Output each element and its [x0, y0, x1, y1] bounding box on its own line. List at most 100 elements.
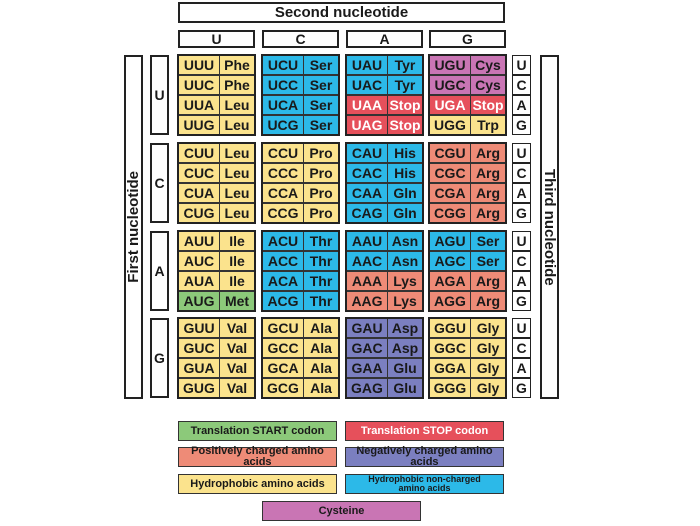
second-nucleotide-header: Second nucleotide [178, 2, 505, 23]
amino-acid: Thr [309, 253, 333, 269]
codon-cell-UCA: UCA Ser [262, 95, 339, 115]
codon-cell-AAG: AAG Lys [346, 291, 423, 311]
first-nucleotide-label: First nucleotide [125, 171, 142, 283]
third-nucleotide-U: U [512, 318, 531, 338]
amino-acid: Stop [472, 97, 504, 113]
codon: CUG [179, 204, 220, 222]
amino-acid: Gly [476, 360, 500, 376]
codon: CAU [347, 144, 388, 162]
third-nucleotide-A: A [512, 183, 531, 203]
amino-acid: Pro [309, 165, 333, 181]
third-nucleotide-G: G [512, 203, 531, 223]
codon-cell-UCG: UCG Ser [262, 115, 339, 135]
second-nucleotide-G: G [429, 30, 506, 48]
codon: UAU [347, 56, 388, 74]
codon-cell-CGA: CGA Arg [429, 183, 506, 203]
codon: ACA [263, 272, 304, 290]
amino-acid: Ser [476, 253, 500, 269]
codon: GAU [347, 319, 388, 337]
codon: AGG [430, 292, 471, 310]
legend-item-negative: Negatively charged amino acids [345, 446, 504, 468]
legend-item-hydrophobic: Hydrophobic amino acids [178, 474, 337, 494]
codon-cell-CAC: CAC His [346, 163, 423, 183]
codon: AGC [430, 252, 471, 270]
amino-acid: Ser [309, 117, 333, 133]
codon: GUC [179, 339, 220, 357]
codon: UAC [347, 76, 388, 94]
third-nucleotide-U: U [512, 55, 531, 75]
codon: GGU [430, 319, 471, 337]
codon: AGA [430, 272, 471, 290]
amino-acid: Ser [476, 233, 500, 249]
amino-acid: Leu [224, 145, 250, 161]
codon: UAA [347, 96, 388, 114]
codon: CUC [179, 164, 220, 182]
amino-acid: Lys [393, 293, 417, 309]
codon-cell-AUC: AUC Ile [178, 251, 255, 271]
codon-cell-AGU: AGU Ser [429, 231, 506, 251]
amino-acid: Val [226, 380, 248, 396]
codon-cell-UUU: UUU Phe [178, 55, 255, 75]
amino-acid: Tyr [394, 77, 416, 93]
amino-acid: Gln [393, 185, 417, 201]
codon-cell-CAU: CAU His [346, 143, 423, 163]
codon: CCG [263, 204, 304, 222]
amino-acid: Gly [476, 320, 500, 336]
codon-cell-GCC: GCC Ala [262, 338, 339, 358]
amino-acid: Glu [393, 360, 417, 376]
codon: GGA [430, 359, 471, 377]
codon-cell-CGU: CGU Arg [429, 143, 506, 163]
amino-acid: Stop [389, 117, 421, 133]
amino-acid: Thr [309, 273, 333, 289]
amino-acid: Leu [224, 97, 250, 113]
codon-cell-GCA: GCA Ala [262, 358, 339, 378]
codon: GUA [179, 359, 220, 377]
amino-acid: Arg [475, 273, 501, 289]
codon-cell-GGU: GGU Gly [429, 318, 506, 338]
third-nucleotide-U: U [512, 143, 531, 163]
codon-cell-UGG: UGG Trp [429, 115, 506, 135]
codon-cell-UAG: UAG Stop [346, 115, 423, 135]
codon: GUG [179, 379, 220, 397]
codon-cell-UCC: UCC Ser [262, 75, 339, 95]
amino-acid: Val [226, 360, 248, 376]
amino-acid: Phe [224, 77, 250, 93]
codon: GCG [263, 379, 304, 397]
codon-cell-UUC: UUC Phe [178, 75, 255, 95]
amino-acid: Ala [310, 320, 332, 336]
codon-cell-UGA: UGA Stop [429, 95, 506, 115]
codon: AGU [430, 232, 471, 250]
codon-cell-AAU: AAU Asn [346, 231, 423, 251]
codon-cell-CUA: CUA Leu [178, 183, 255, 203]
third-nucleotide-C: C [512, 163, 531, 183]
codon: CAA [347, 184, 388, 202]
codon: UUA [179, 96, 220, 114]
amino-acid: Ile [229, 233, 245, 249]
amino-acid: Pro [309, 185, 333, 201]
amino-acid: Thr [309, 233, 333, 249]
amino-acid: Tyr [394, 57, 416, 73]
codon: ACC [263, 252, 304, 270]
amino-acid: His [394, 165, 416, 181]
first-nucleotide-A: A [150, 231, 169, 311]
codon: GCA [263, 359, 304, 377]
codon-cell-AAC: AAC Asn [346, 251, 423, 271]
codon-cell-GAU: GAU Asp [346, 318, 423, 338]
amino-acid: Ile [229, 273, 245, 289]
amino-acid: Ser [309, 57, 333, 73]
codon: CUA [179, 184, 220, 202]
amino-acid: Phe [224, 57, 250, 73]
codon: CAG [347, 204, 388, 222]
amino-acid: Ser [309, 77, 333, 93]
codon: GUU [179, 319, 220, 337]
amino-acid: Met [224, 293, 250, 309]
third-nucleotide-G: G [512, 291, 531, 311]
codon-cell-CAG: CAG Gln [346, 203, 423, 223]
amino-acid: Asp [391, 320, 419, 336]
legend-item-stop: Translation STOP codon [345, 421, 504, 441]
codon-cell-UUG: UUG Leu [178, 115, 255, 135]
third-nucleotide-G: G [512, 378, 531, 398]
codon-cell-GUU: GUU Val [178, 318, 255, 338]
codon-cell-UGU: UGU Cys [429, 55, 506, 75]
amino-acid: Arg [475, 145, 501, 161]
